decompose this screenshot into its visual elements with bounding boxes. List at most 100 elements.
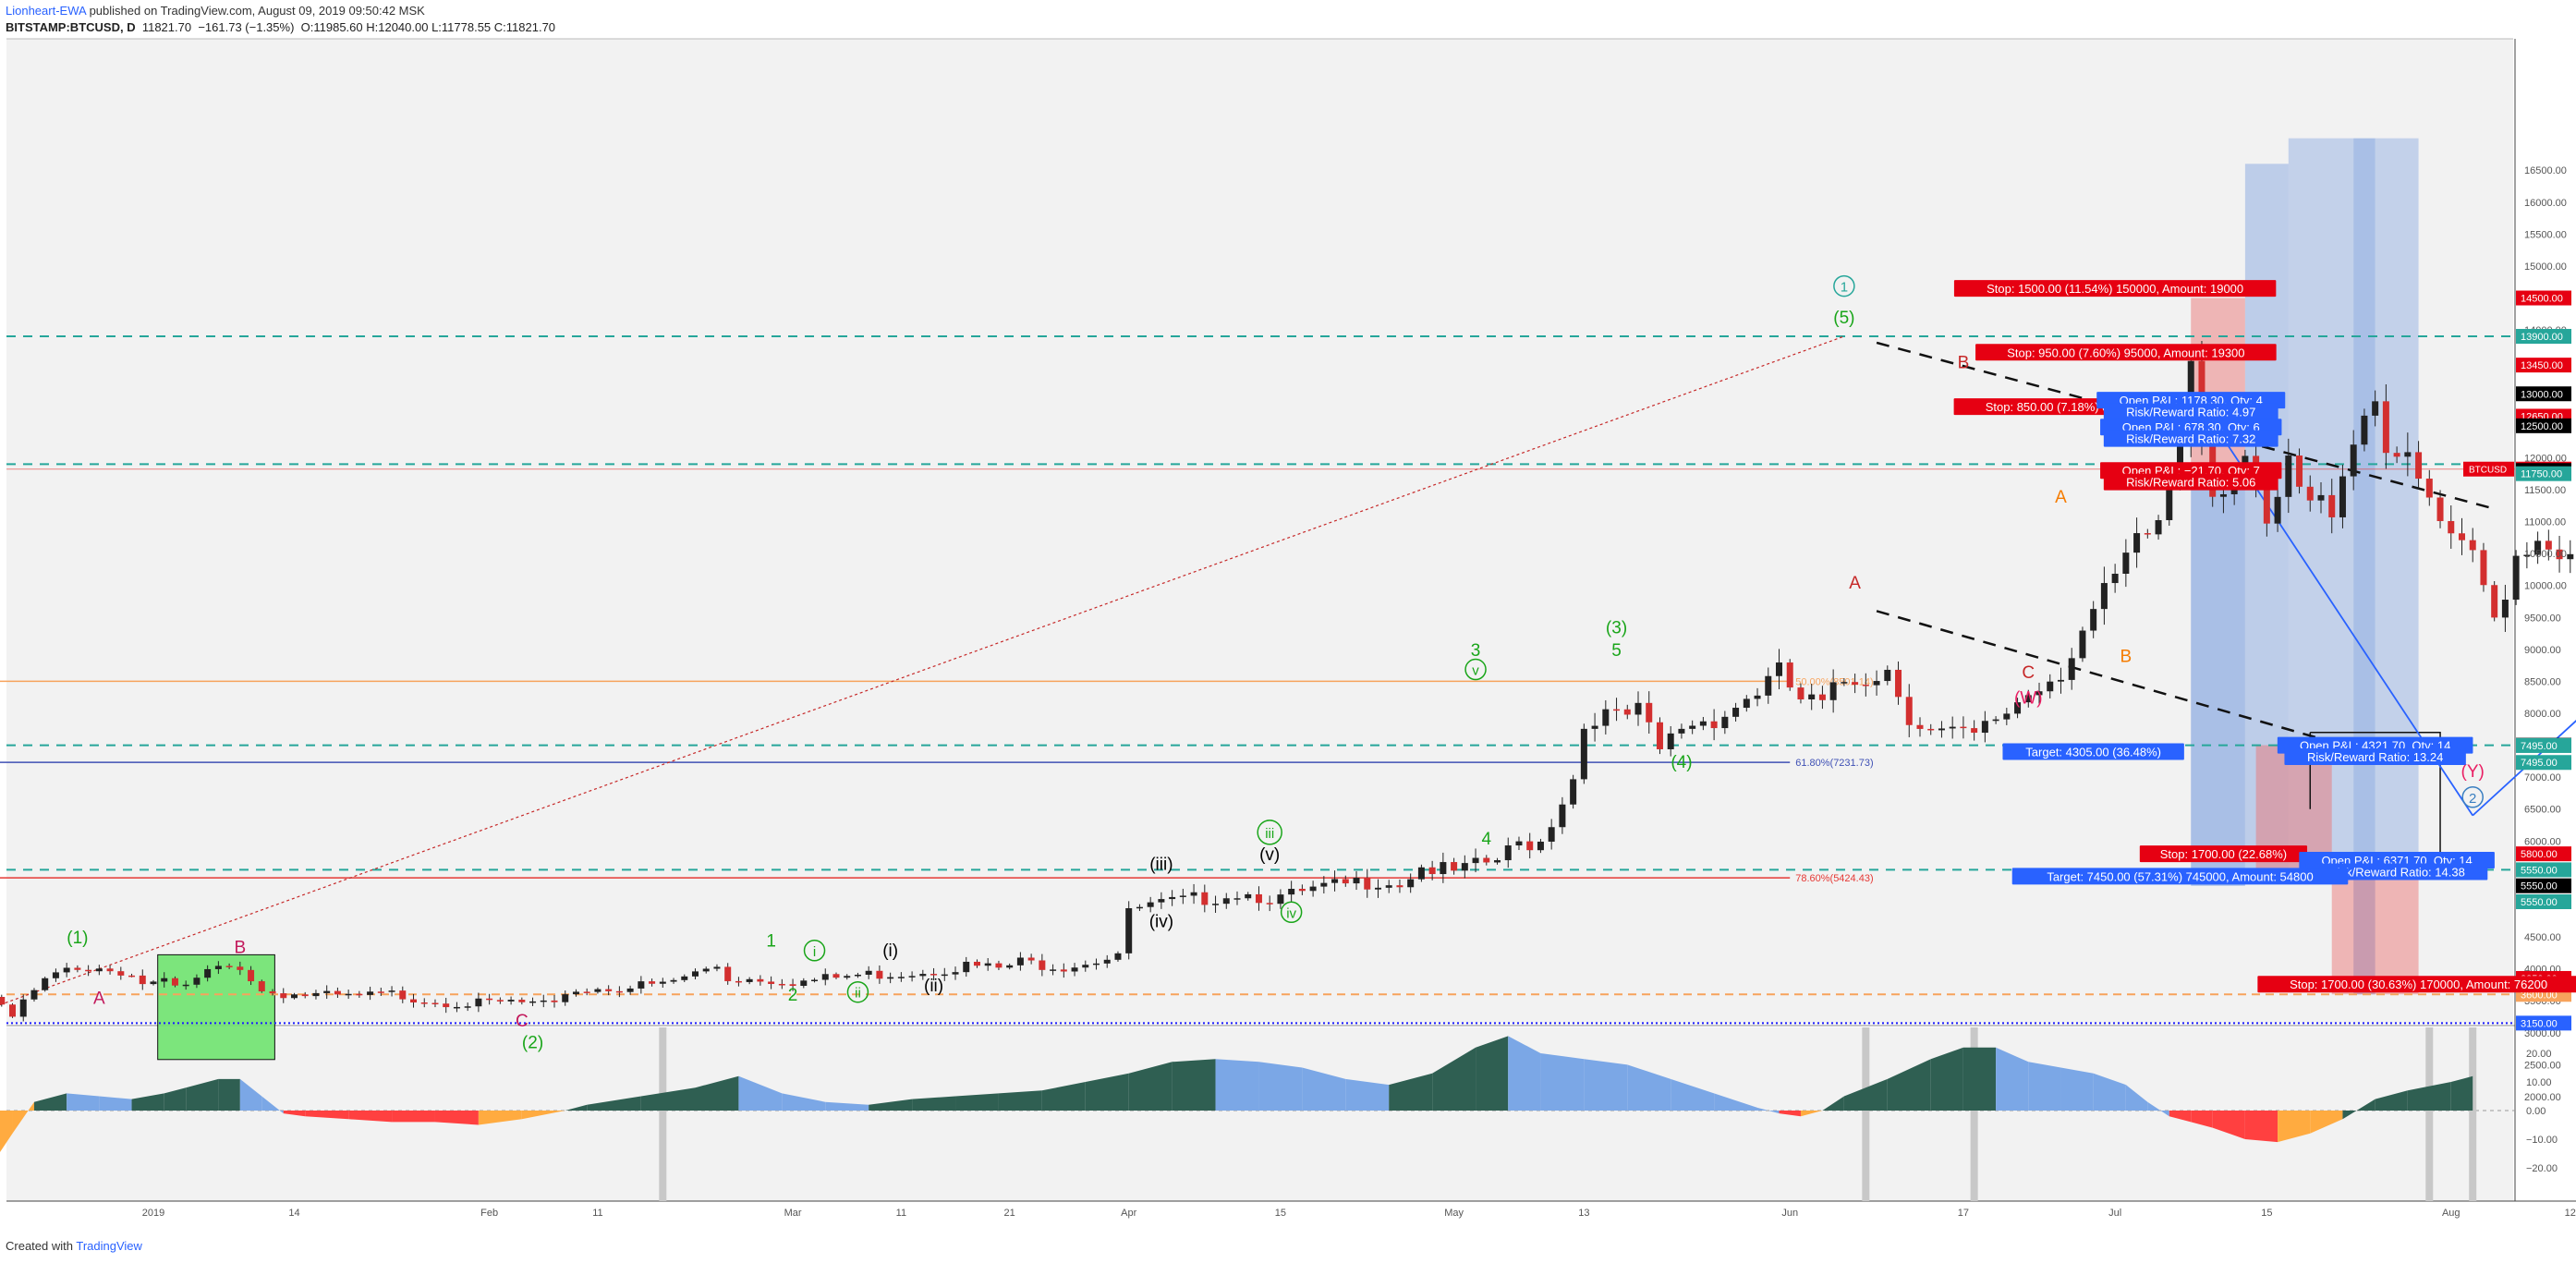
trade-label[interactable]: Stop: 1700.00 (30.63%) 170000, Amount: 7…: [2257, 976, 2576, 993]
candle[interactable]: [1428, 860, 1436, 880]
wave-label[interactable]: 3: [1471, 641, 1481, 661]
candle[interactable]: [1884, 665, 1891, 686]
candle[interactable]: [507, 996, 515, 1005]
candle[interactable]: [800, 978, 808, 989]
candle[interactable]: [1634, 691, 1642, 726]
wave-label[interactable]: (5): [1833, 309, 1854, 328]
candle[interactable]: [225, 963, 233, 969]
candle[interactable]: [919, 969, 927, 980]
price-axis[interactable]: [2515, 39, 2576, 1201]
candle[interactable]: [2274, 488, 2281, 532]
candle[interactable]: [1440, 852, 1447, 883]
candle[interactable]: [2111, 564, 2119, 593]
candle[interactable]: [1667, 726, 1674, 757]
candle[interactable]: [2035, 682, 2043, 704]
candle[interactable]: [269, 989, 276, 996]
candle[interactable]: [2448, 504, 2455, 549]
candle[interactable]: [496, 997, 504, 1004]
candle[interactable]: [399, 986, 407, 1003]
candle[interactable]: [1938, 721, 1945, 738]
candle[interactable]: [420, 998, 428, 1008]
candle[interactable]: [1960, 716, 1967, 739]
candle[interactable]: [1494, 857, 1501, 865]
candle[interactable]: [9, 1002, 17, 1018]
candle[interactable]: [2155, 515, 2162, 540]
wave-label[interactable]: A: [2055, 488, 2067, 507]
candle[interactable]: [854, 972, 861, 978]
candle[interactable]: [1027, 953, 1035, 965]
candle[interactable]: [2090, 601, 2097, 638]
candle[interactable]: [323, 985, 331, 1000]
candle[interactable]: [1125, 901, 1133, 960]
candle[interactable]: [431, 999, 439, 1008]
wave-label[interactable]: B: [234, 938, 246, 957]
candle[interactable]: [2100, 566, 2108, 625]
candle[interactable]: [1992, 716, 1999, 724]
candle[interactable]: [1233, 891, 1241, 905]
candle[interactable]: [1656, 717, 1663, 755]
candle[interactable]: [757, 975, 764, 986]
candle[interactable]: [2567, 540, 2574, 574]
candle[interactable]: [2350, 430, 2357, 491]
wave-label[interactable]: (iii): [1149, 855, 1173, 874]
trade-label[interactable]: Stop: 1700.00 (22.68%): [2139, 845, 2308, 863]
candle[interactable]: [388, 986, 395, 997]
wave-label[interactable]: 2: [2461, 786, 2484, 808]
candle[interactable]: [973, 959, 980, 968]
wave-label[interactable]: (Y): [2461, 762, 2485, 782]
wave-label[interactable]: 1: [1833, 274, 1855, 298]
candle[interactable]: [410, 993, 418, 1008]
candle[interactable]: [1678, 723, 1685, 739]
candle[interactable]: [1895, 661, 1902, 705]
candle[interactable]: [1136, 904, 1143, 912]
candle[interactable]: [897, 972, 905, 982]
candle[interactable]: [615, 986, 623, 998]
candle[interactable]: [572, 989, 579, 997]
candle[interactable]: [2415, 441, 2423, 490]
wave-label[interactable]: (4): [1671, 753, 1692, 772]
candle[interactable]: [1818, 686, 1826, 710]
trade-zone[interactable]: [2353, 138, 2376, 995]
candle[interactable]: [1385, 880, 1392, 893]
candle[interactable]: [2339, 464, 2346, 528]
candle[interactable]: [312, 990, 320, 1000]
candle[interactable]: [1342, 875, 1349, 887]
candle[interactable]: [529, 997, 537, 1006]
candle[interactable]: [1570, 774, 1577, 809]
candle[interactable]: [1808, 684, 1816, 710]
candle[interactable]: [1754, 687, 1761, 707]
candle[interactable]: [876, 965, 883, 984]
candle[interactable]: [963, 956, 970, 978]
candle[interactable]: [248, 965, 255, 986]
candle[interactable]: [2014, 698, 2022, 719]
candle[interactable]: [1060, 963, 1067, 978]
candle[interactable]: [692, 968, 699, 980]
candle[interactable]: [844, 974, 851, 980]
wave-label[interactable]: A: [93, 990, 105, 1009]
candle[interactable]: [1179, 888, 1186, 905]
candle[interactable]: [52, 968, 59, 982]
candle[interactable]: [1158, 892, 1165, 909]
candle[interactable]: [1245, 892, 1252, 901]
candle[interactable]: [1559, 796, 1566, 834]
candle[interactable]: [768, 976, 775, 990]
trend-line-dotted[interactable]: [0, 335, 1845, 1020]
candle[interactable]: [2285, 438, 2292, 514]
candle[interactable]: [2317, 481, 2325, 514]
candle[interactable]: [1862, 673, 1869, 697]
candle[interactable]: [2003, 708, 2011, 725]
candle[interactable]: [1580, 723, 1587, 784]
candle[interactable]: [518, 997, 526, 1005]
candle[interactable]: [681, 974, 688, 982]
candle[interactable]: [2382, 383, 2389, 469]
candle[interactable]: [2545, 529, 2552, 561]
candle[interactable]: [1093, 958, 1100, 970]
candle[interactable]: [952, 966, 959, 980]
tradingview-logo[interactable]: TradingView: [76, 1239, 142, 1253]
candle[interactable]: [139, 969, 146, 990]
candle[interactable]: [2024, 689, 2032, 708]
candle[interactable]: [2458, 517, 2465, 555]
candle[interactable]: [2469, 528, 2476, 563]
candle[interactable]: [995, 960, 1002, 971]
candle[interactable]: [1407, 873, 1415, 893]
